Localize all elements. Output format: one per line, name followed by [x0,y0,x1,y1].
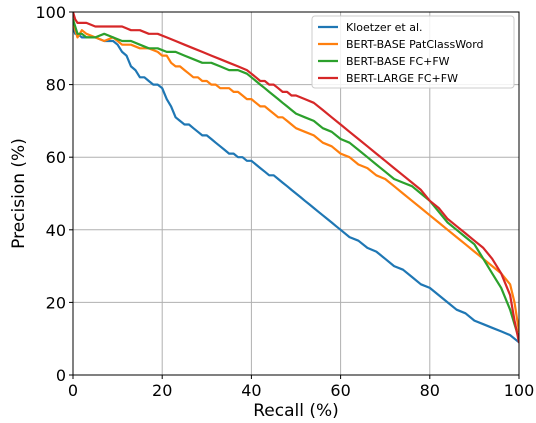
legend-label: BERT-LARGE FC+FW [346,72,458,85]
x-axis-label: Recall (%) [253,401,339,421]
x-tick-label: 0 [68,381,78,400]
y-tick-label: 60 [46,148,66,167]
ticks: 0 20 40 60 80 100 0 20 40 60 80 100 [35,3,534,400]
series-layer [73,12,519,344]
legend-label: Kloetzer et al. [346,21,423,34]
y-tick-label: 40 [46,221,66,240]
x-tick-label: 100 [504,381,535,400]
y-tick-label: 0 [56,366,66,385]
x-tick-label: 60 [330,381,350,400]
x-tick-label: 80 [420,381,440,400]
legend-box [311,15,515,89]
series-line-3 [73,18,519,340]
plot-frame [72,11,520,376]
legend: Kloetzer et al. BERT-BASE PatClassWord BER… [311,15,515,89]
series-line-4 [73,12,519,344]
x-tick-label: 40 [241,381,261,400]
series-line-1 [73,25,519,344]
legend-label: BERT-BASE PatClassWord [346,38,484,51]
series-line-2 [73,18,519,333]
y-tick-label: 20 [46,293,66,312]
y-tick-label: 80 [46,76,66,95]
x-tick-label: 20 [152,381,172,400]
legend-label: BERT-BASE FC+FW [346,55,450,68]
y-axis-label: Precision (%) [9,138,29,249]
y-tick-label: 100 [35,3,66,22]
